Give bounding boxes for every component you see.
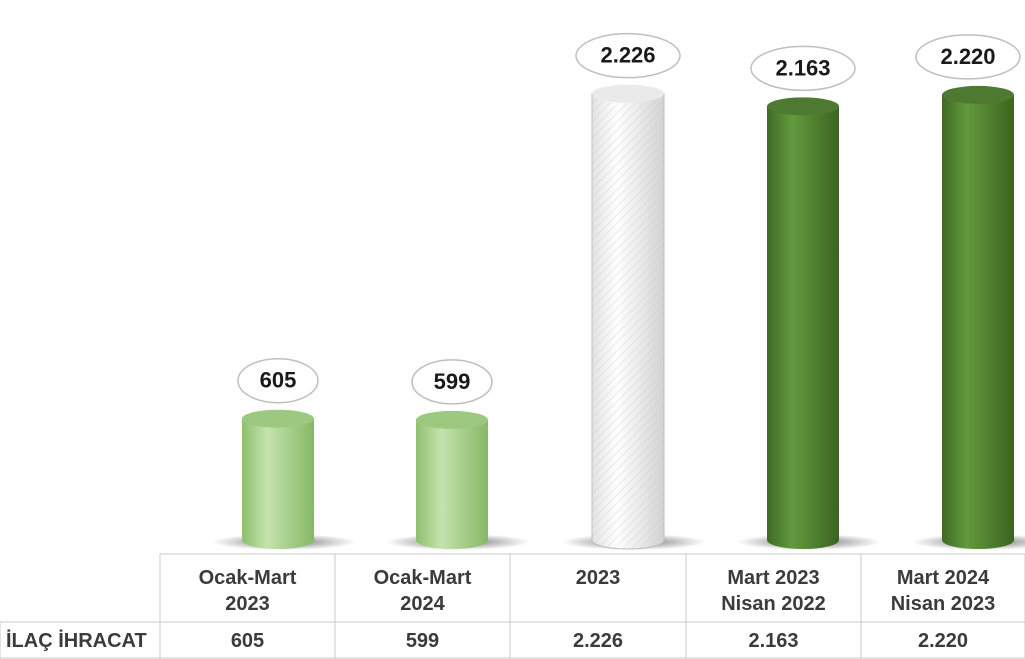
bar-hatch	[592, 93, 664, 549]
data-label-bubble	[915, 34, 1021, 80]
data-label-text: 2.220	[940, 44, 995, 69]
bar-body	[767, 106, 839, 550]
table-value: 2.226	[573, 630, 623, 652]
bar-body	[416, 419, 488, 549]
data-label-1: 605	[237, 357, 319, 404]
category-label: 2024	[400, 593, 445, 615]
table-value: 2.220	[918, 630, 968, 652]
bar-cap	[592, 84, 664, 103]
category-label: Mart 2023	[727, 567, 819, 589]
bar-body	[242, 418, 314, 549]
bar-1	[242, 409, 314, 549]
data-label-5: 2.220	[915, 34, 1021, 80]
data-label-text: 2.163	[775, 55, 830, 80]
table-value: 599	[406, 630, 439, 652]
bar-body	[942, 94, 1014, 549]
data-label-text: 2.226	[600, 43, 655, 68]
category-label: 2023	[576, 567, 621, 589]
category-label: Ocak-Mart	[374, 567, 472, 589]
category-label: 2023	[225, 593, 270, 615]
category-label: Nisan 2022	[721, 593, 826, 615]
series-name: İLAÇ İHRACAT	[6, 629, 147, 652]
data-label-text: 605	[260, 368, 297, 393]
bar-4	[767, 97, 839, 550]
category-label: Nisan 2023	[891, 593, 996, 615]
bar-outline	[591, 93, 665, 550]
category-label: Mart 2024	[897, 567, 990, 589]
bar-5	[942, 85, 1014, 549]
bar-3	[591, 84, 665, 550]
category-label: Ocak-Mart	[199, 567, 297, 589]
bar-cap	[416, 410, 488, 429]
data-label-bubble	[750, 45, 856, 92]
bar-cap	[942, 85, 1014, 104]
bar-cap	[242, 409, 314, 428]
table-value: 2.163	[748, 630, 798, 652]
data-label-bubble	[575, 32, 681, 79]
data-label-4: 2.163	[750, 45, 856, 92]
bar-cap	[767, 97, 839, 116]
data-label-bubble	[411, 359, 493, 405]
data-label-3: 2.226	[575, 32, 681, 79]
table-value: 605	[231, 630, 264, 652]
data-label-2: 599	[411, 359, 493, 405]
bar-2	[416, 410, 488, 549]
data-label-text: 599	[434, 369, 471, 394]
data-label-bubble	[237, 357, 319, 404]
